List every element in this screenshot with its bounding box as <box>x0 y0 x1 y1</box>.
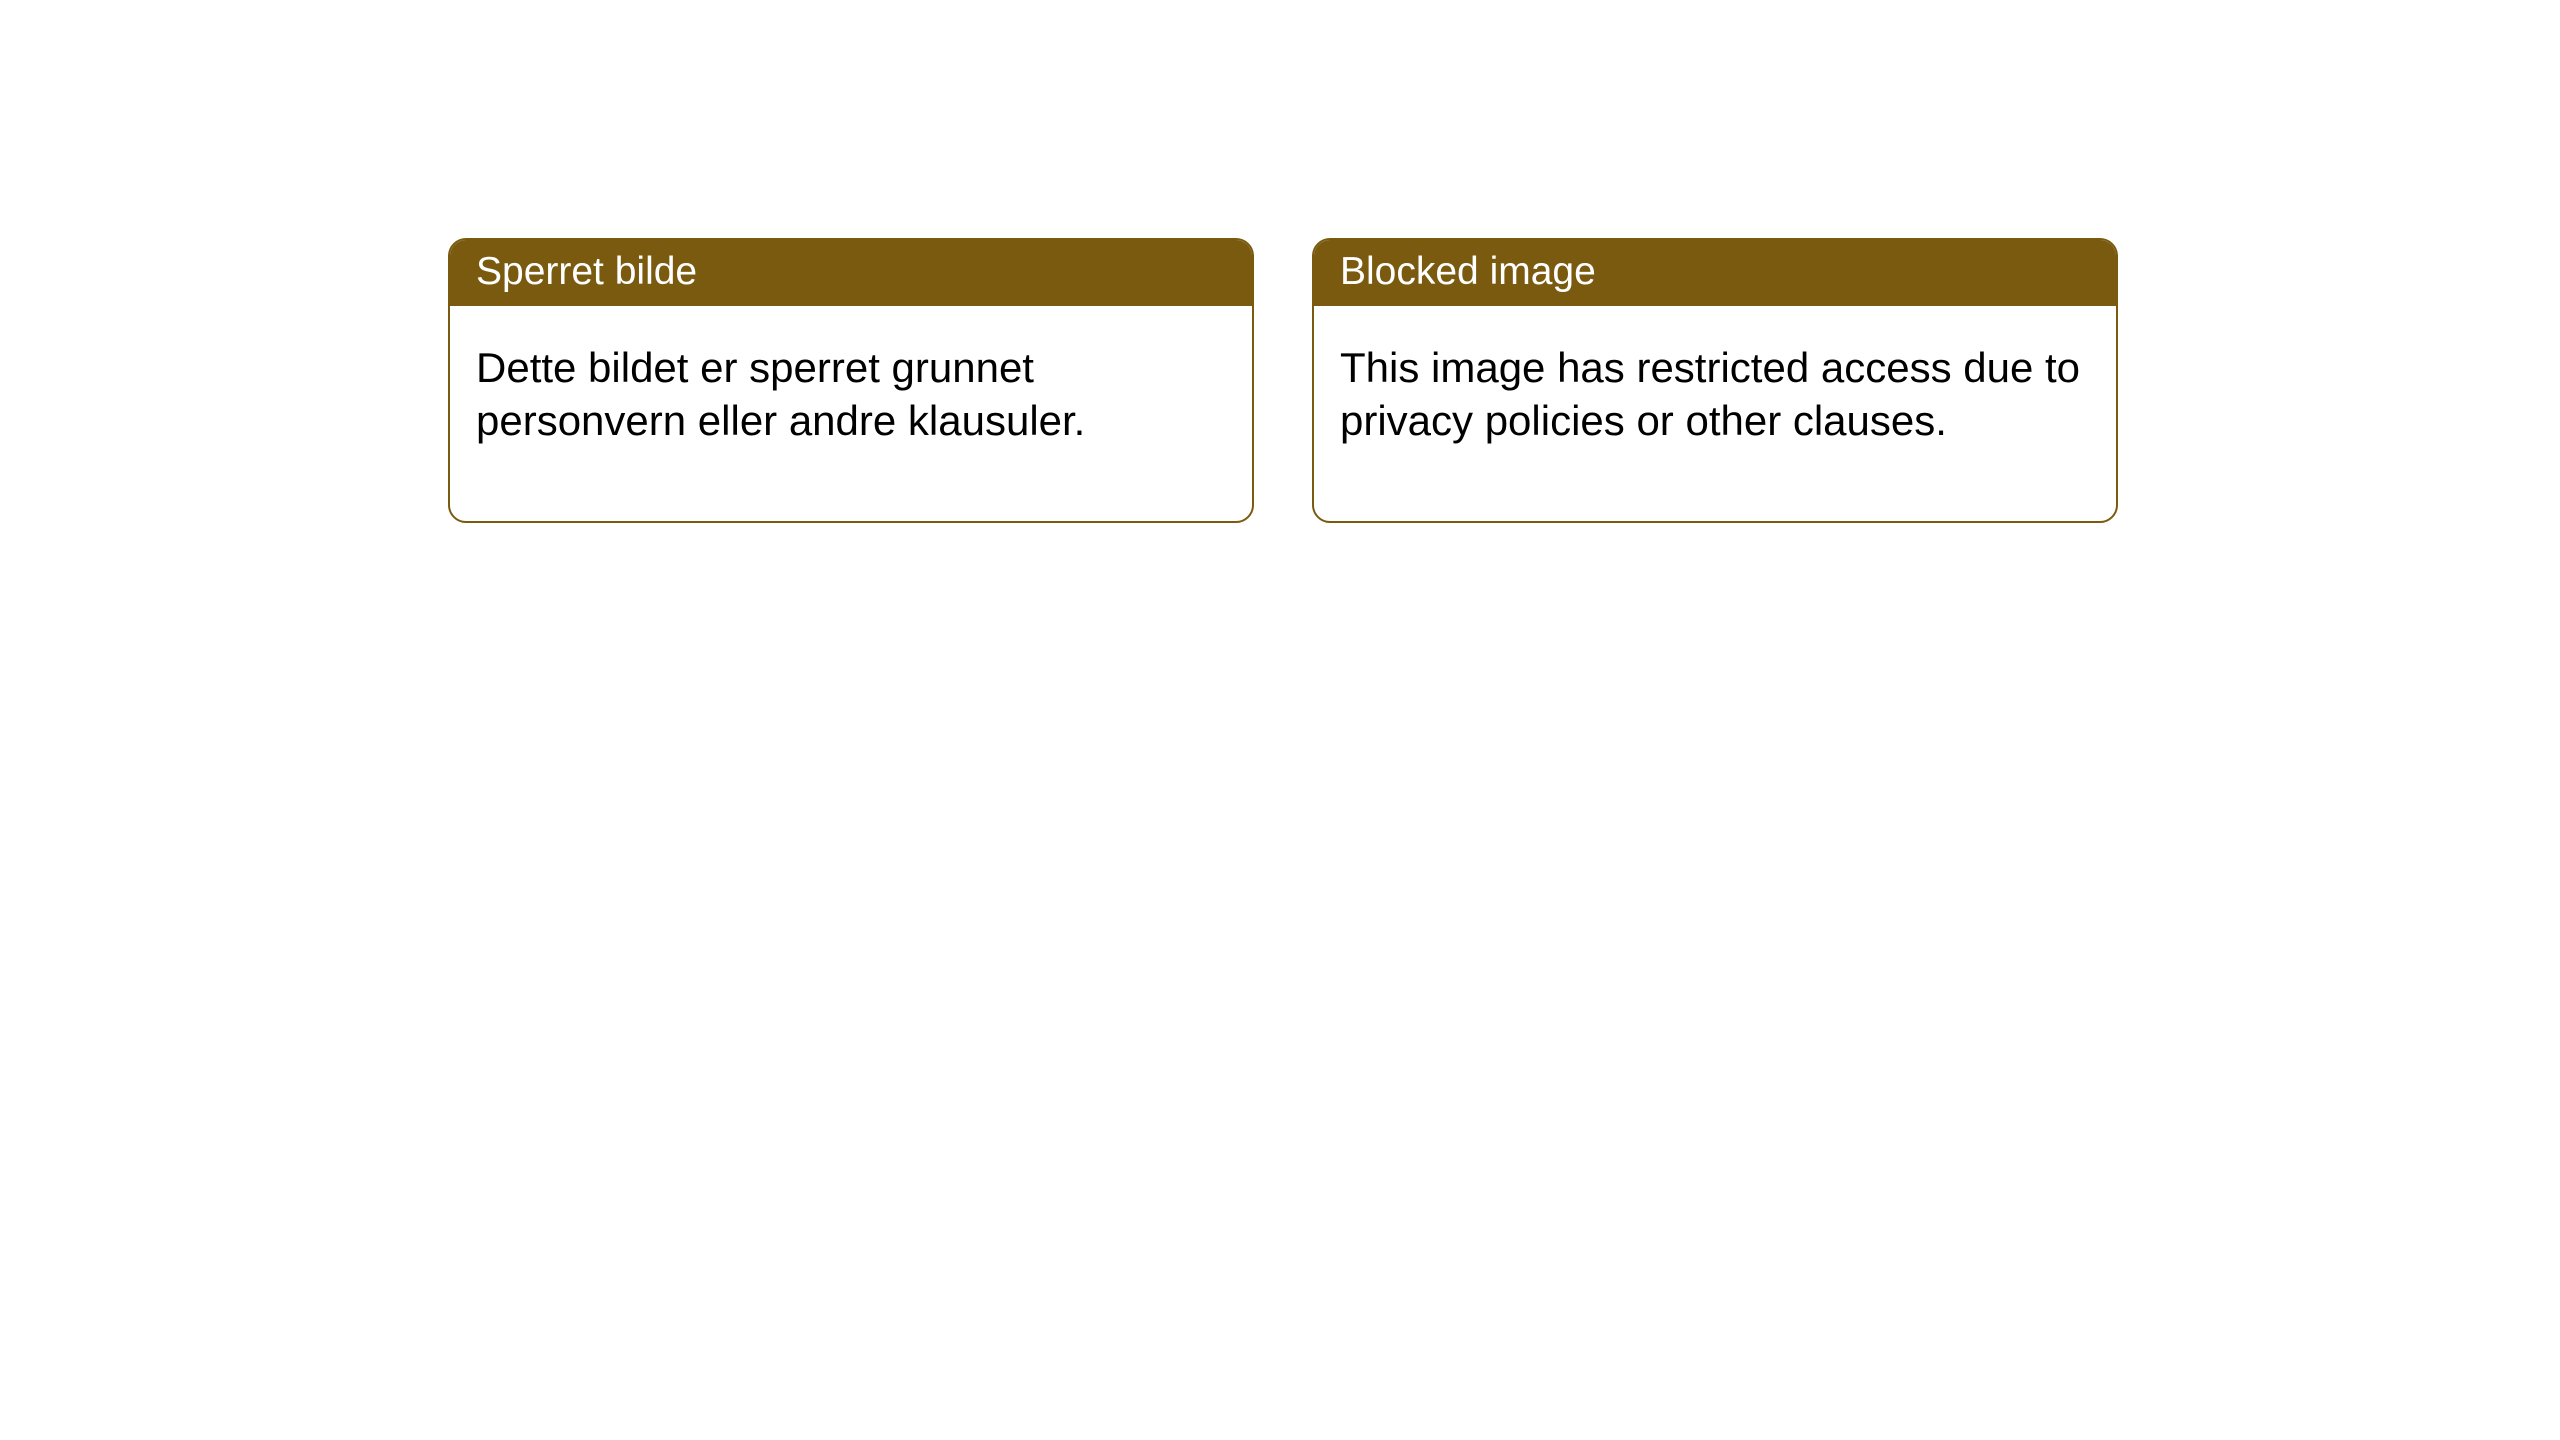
notice-box-norwegian: Sperret bilde Dette bildet er sperret gr… <box>448 238 1254 523</box>
notice-body: This image has restricted access due to … <box>1314 306 2116 521</box>
notice-body: Dette bildet er sperret grunnet personve… <box>450 306 1252 521</box>
notice-box-english: Blocked image This image has restricted … <box>1312 238 2118 523</box>
notice-header: Blocked image <box>1314 240 2116 306</box>
notices-container: Sperret bilde Dette bildet er sperret gr… <box>0 0 2560 523</box>
notice-header: Sperret bilde <box>450 240 1252 306</box>
